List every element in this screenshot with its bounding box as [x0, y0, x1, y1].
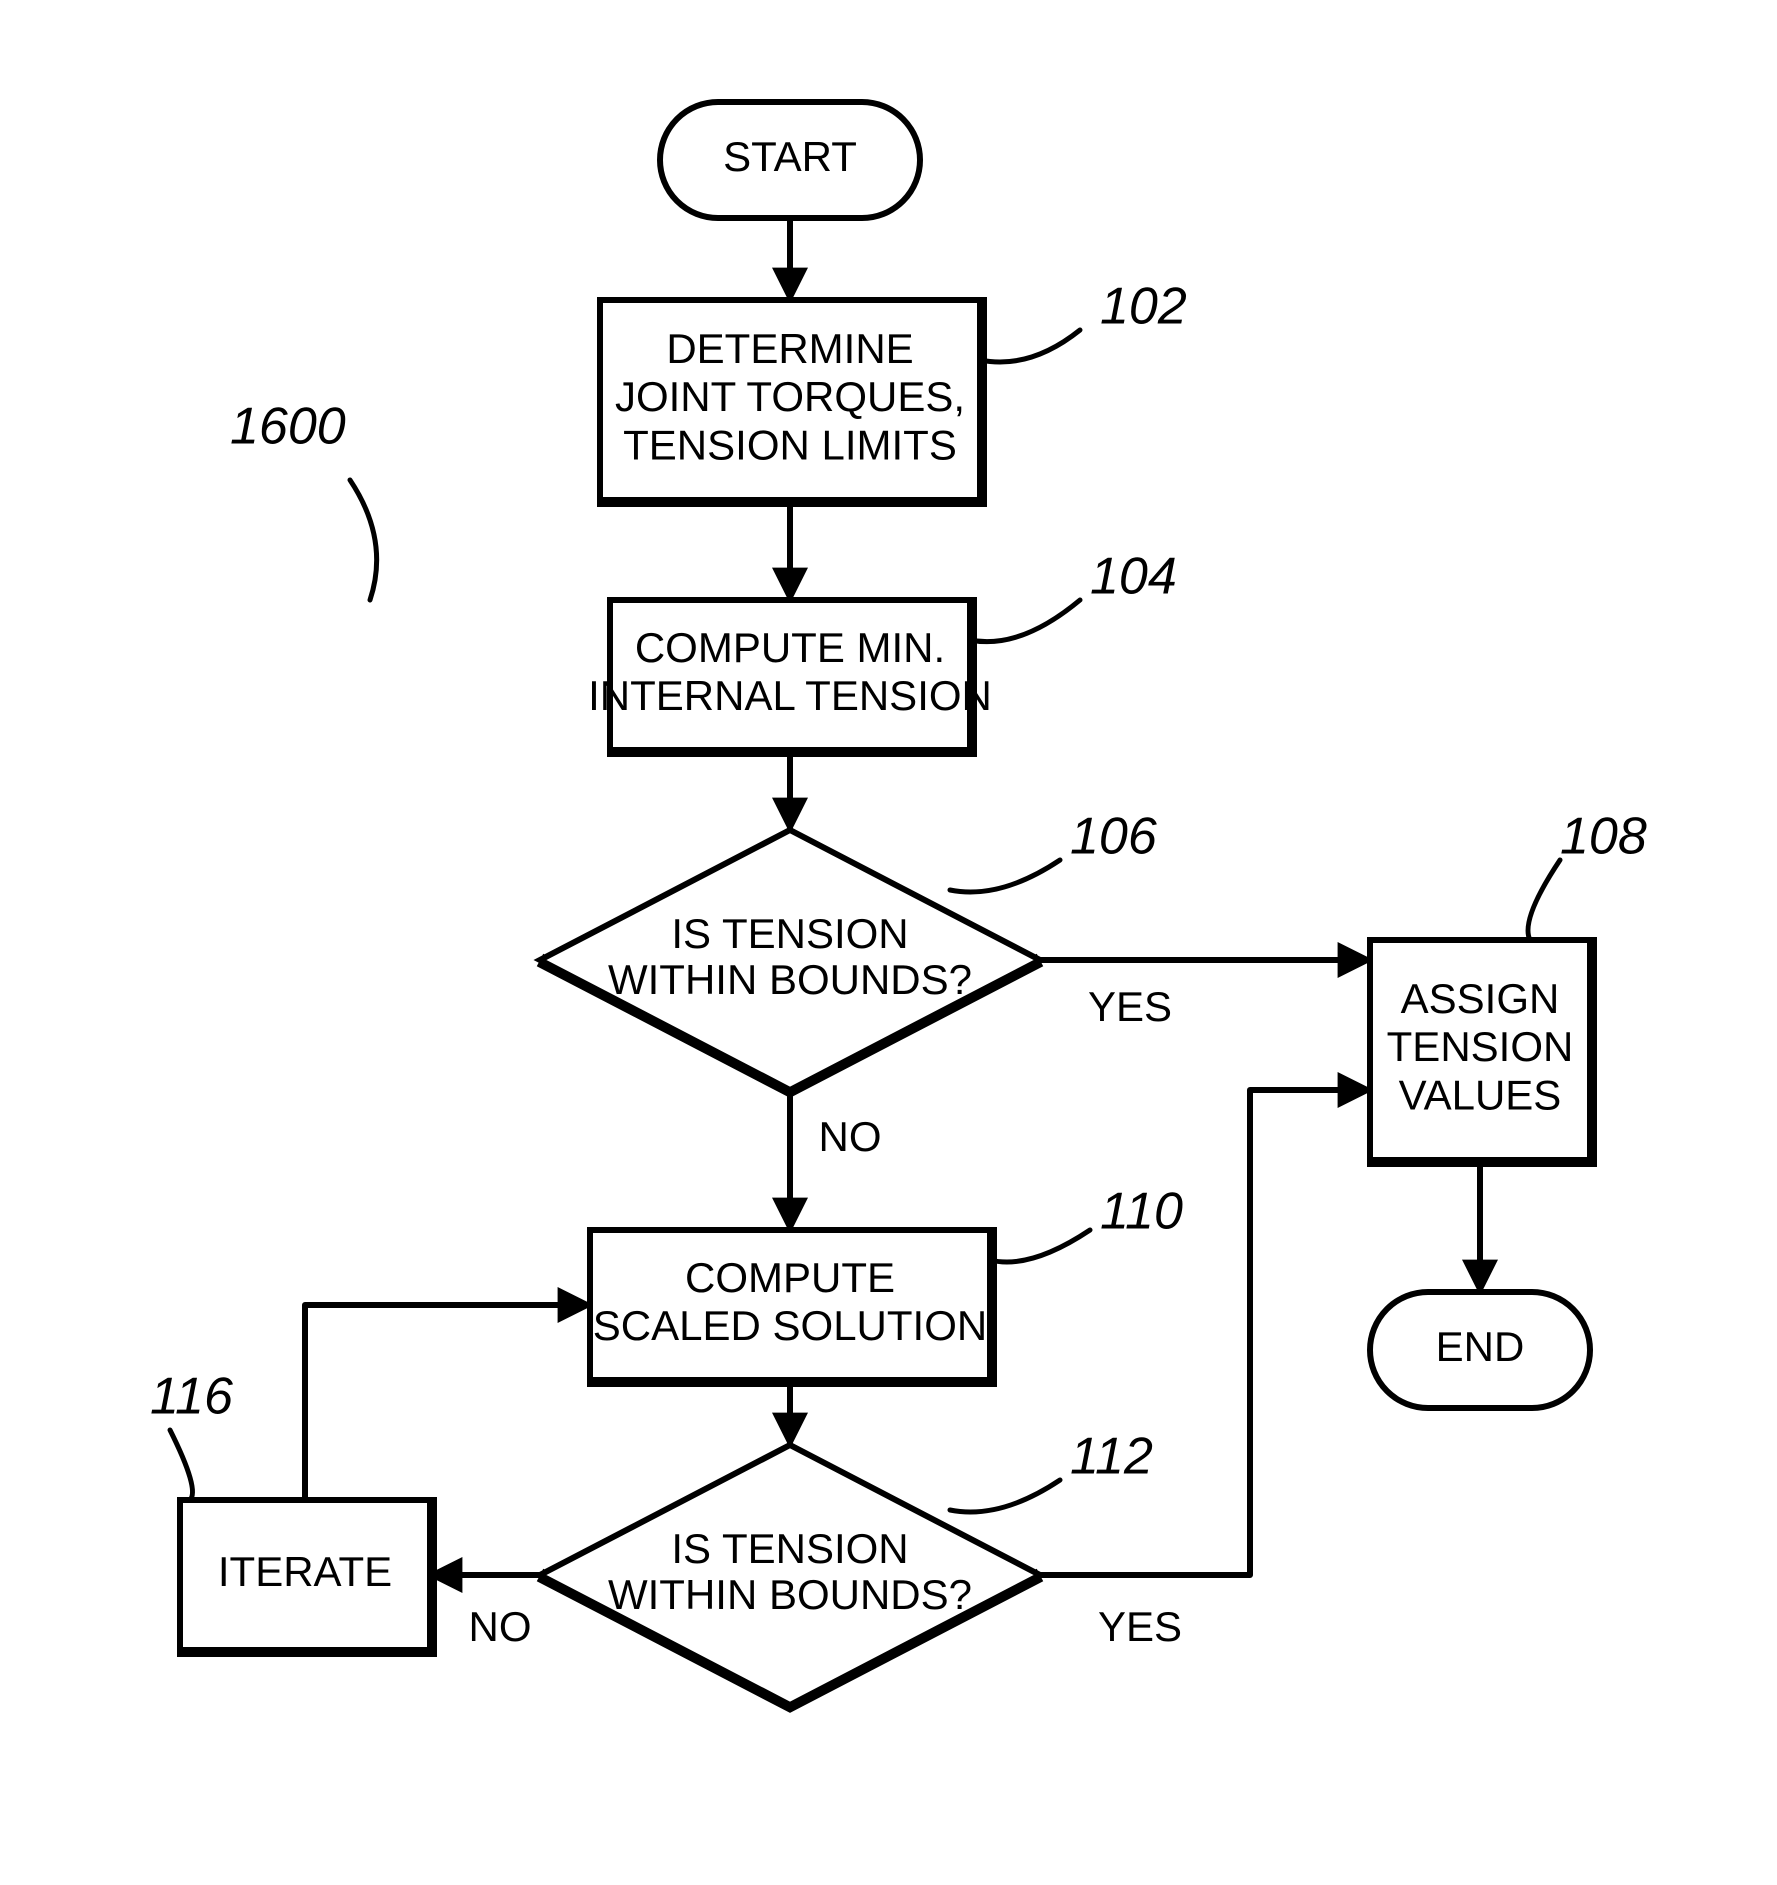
callout-102: 102: [980, 278, 1187, 362]
terminator-start-label: START: [723, 133, 857, 180]
e-112-108-label: YES: [1098, 1603, 1182, 1650]
diamond-d112-line0: IS TENSION: [671, 1525, 908, 1572]
callout-116: 116: [150, 1368, 233, 1500]
box-b110-line0: COMPUTE: [685, 1254, 895, 1301]
box-b104-line0: COMPUTE MIN.: [635, 624, 945, 671]
e-116-110: [305, 1305, 590, 1500]
callout-112: 112: [950, 1428, 1153, 1512]
callout-106: 106: [950, 808, 1157, 892]
diamond-d112: IS TENSIONWITHIN BOUNDS?: [540, 1445, 1040, 1705]
box-b104: COMPUTE MIN.INTERNAL TENSION: [588, 600, 992, 750]
flowchart-svg: NO YES YES NO START END DETERMINEJOINT TORQUES…: [0, 0, 1777, 1885]
diamond-d106: IS TENSIONWITHIN BOUNDS?: [540, 830, 1040, 1090]
box-b108-line1: TENSION: [1387, 1023, 1574, 1070]
callout-108: 108: [1528, 808, 1647, 940]
box-b102: DETERMINEJOINT TORQUES,TENSION LIMITS: [600, 300, 980, 500]
box-b102-line0: DETERMINE: [666, 325, 913, 372]
callout-104-label: 104: [1090, 548, 1177, 606]
box-b116: ITERATE: [180, 1500, 430, 1650]
callout-106-label: 106: [1070, 808, 1157, 866]
e-106-110: NO: [790, 1090, 882, 1230]
flowchart-container: NO YES YES NO START END DETERMINEJOINT TORQUES…: [0, 0, 1777, 1885]
callout-110: 110: [990, 1183, 1183, 1262]
callout-102-label: 102: [1100, 278, 1187, 336]
e-112-116-label: NO: [469, 1603, 532, 1650]
box-b110-line1: SCALED SOLUTION: [593, 1302, 987, 1349]
box-b108: ASSIGNTENSIONVALUES: [1370, 940, 1590, 1160]
callout-1600-label: 1600: [230, 398, 346, 456]
box-b104-line1: INTERNAL TENSION: [588, 672, 992, 719]
box-b102-line1: JOINT TORQUES,: [615, 373, 965, 420]
box-b110: COMPUTESCALED SOLUTION: [590, 1230, 990, 1380]
terminator-start: START: [660, 102, 920, 218]
callout-110-label: 110: [1100, 1183, 1183, 1241]
e-112-108: YES: [1040, 1090, 1370, 1650]
callout-1600: 1600: [230, 398, 377, 600]
box-b108-line2: VALUES: [1399, 1071, 1562, 1118]
e-106-108-label: YES: [1088, 983, 1172, 1030]
box-b108-line0: ASSIGN: [1401, 975, 1560, 1022]
terminator-end: END: [1370, 1292, 1590, 1408]
e-106-110-label: NO: [819, 1113, 882, 1160]
callout-112-label: 112: [1070, 1428, 1153, 1486]
diamond-d106-line1: WITHIN BOUNDS?: [608, 956, 972, 1003]
e-112-116: NO: [430, 1575, 540, 1650]
box-b102-line2: TENSION LIMITS: [623, 421, 957, 468]
e-106-108: YES: [1040, 960, 1370, 1030]
box-b116-line0: ITERATE: [218, 1548, 392, 1595]
diamond-d112-line1: WITHIN BOUNDS?: [608, 1571, 972, 1618]
callout-116-label: 116: [150, 1368, 233, 1426]
diamond-d106-line0: IS TENSION: [671, 910, 908, 957]
callout-108-label: 108: [1560, 808, 1647, 866]
callout-104: 104: [970, 548, 1177, 642]
terminator-end-label: END: [1436, 1323, 1525, 1370]
